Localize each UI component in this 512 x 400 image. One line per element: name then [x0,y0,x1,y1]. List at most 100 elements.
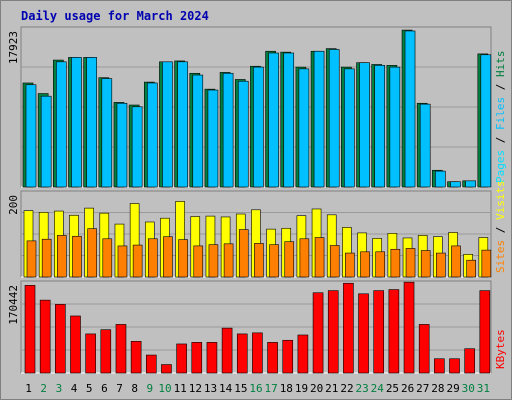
bar-sites [57,235,67,278]
bar-files [313,50,325,188]
bar-files [404,30,416,188]
bar-files [222,72,234,188]
x-tick-label: 11 [174,382,187,395]
x-tick-label: 14 [219,382,233,395]
bar-sites [466,259,476,278]
x-tick-label: 13 [204,382,217,395]
x-tick-label: 1 [25,382,32,395]
bar-sites [405,248,416,278]
bar-kbytes [206,342,218,374]
bar-sites [420,250,431,278]
bar-sites [193,245,204,278]
bar-files [480,54,492,188]
x-tick-label: 19 [295,382,308,395]
bar-files [131,106,143,188]
bar-sites [238,229,249,278]
x-tick-label: 12 [189,382,202,395]
bar-sites [102,238,113,278]
bar-sites [26,240,37,278]
bar-sites [345,252,355,278]
x-tick-label: 6 [101,382,108,395]
bar-kbytes [85,333,96,374]
x-tick-label: 31 [477,382,490,395]
panel-visits-ymax-label: 200 [7,195,20,215]
bar-kbytes [373,290,385,374]
legend-separator: / [494,130,507,150]
bar-kbytes [434,358,445,374]
x-tick-label: 2 [40,382,47,395]
bar-kbytes [343,282,354,374]
x-tick-label: 4 [71,382,78,395]
x-tick-label: 8 [131,382,138,395]
bar-kbytes [130,341,142,374]
bar-files [328,49,340,188]
x-tick-label: 28 [431,382,444,395]
x-tick-label: 29 [446,382,459,395]
bar-sites [375,251,386,278]
x-tick-label: 7 [116,382,123,395]
bar-files [465,180,476,188]
bar-sites [223,243,234,278]
bar-sites [390,248,401,278]
legend-pages: Pages [494,150,507,183]
bar-sites [178,239,188,278]
x-tick-label: 23 [356,382,369,395]
bar-files [450,181,461,188]
x-tick-label: 18 [280,382,293,395]
panel-traffic-legend: Pages / Files / Hits [494,51,507,184]
bar-sites [163,236,173,278]
bar-kbytes [282,339,294,374]
bar-files [207,89,219,188]
bar-files [86,57,97,188]
bar-files [116,102,128,188]
bar-files [253,66,264,188]
bar-files [359,62,370,188]
bar-kbytes [115,324,127,374]
bar-kbytes [418,324,430,374]
bar-kbytes [24,285,36,374]
bar-files [177,61,188,188]
bar-files [298,68,310,188]
bar-files [283,52,295,188]
bar-files [25,84,37,188]
bar-kbytes [449,358,460,374]
legend-visits: Visits [494,180,507,220]
bar-files [268,52,279,188]
bar-kbytes [176,343,187,374]
x-tick-label: 27 [416,382,429,395]
bar-files [146,82,158,188]
bar-sites [481,249,492,278]
bar-kbytes [297,334,309,374]
x-tick-label: 26 [401,382,414,395]
legend-separator: / [494,77,507,97]
bar-files [374,65,386,188]
bar-kbytes [267,342,278,374]
legend-sites: Sites [494,240,507,273]
bar-sites [329,245,340,278]
bar-sites [132,244,143,278]
bar-sites [360,251,370,278]
x-tick-label: 17 [265,382,278,395]
bar-kbytes [312,292,324,374]
bar-kbytes [236,333,248,374]
bar-sites [208,244,219,278]
bar-kbytes [403,281,415,374]
legend-files: Files [494,97,507,130]
x-tick-label: 30 [462,382,475,395]
x-tick-label: 22 [340,382,353,395]
bar-files [237,80,249,188]
bar-kbytes [388,289,400,374]
bar-files [101,78,113,188]
x-tick-label: 15 [234,382,247,395]
panel-kbytes-ymax-label: 170442 [7,285,20,325]
bar-sites [269,244,279,278]
bar-kbytes [221,327,233,374]
bar-files [192,74,204,188]
bar-kbytes [191,342,203,374]
bar-kbytes [100,329,112,374]
bar-sites [87,228,97,278]
legend-kbytes: KBytes [494,329,507,369]
bar-files [419,103,431,188]
bar-kbytes [479,290,491,374]
